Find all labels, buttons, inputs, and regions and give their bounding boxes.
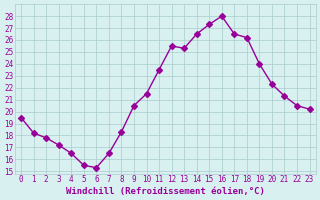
X-axis label: Windchill (Refroidissement éolien,°C): Windchill (Refroidissement éolien,°C)	[66, 187, 265, 196]
